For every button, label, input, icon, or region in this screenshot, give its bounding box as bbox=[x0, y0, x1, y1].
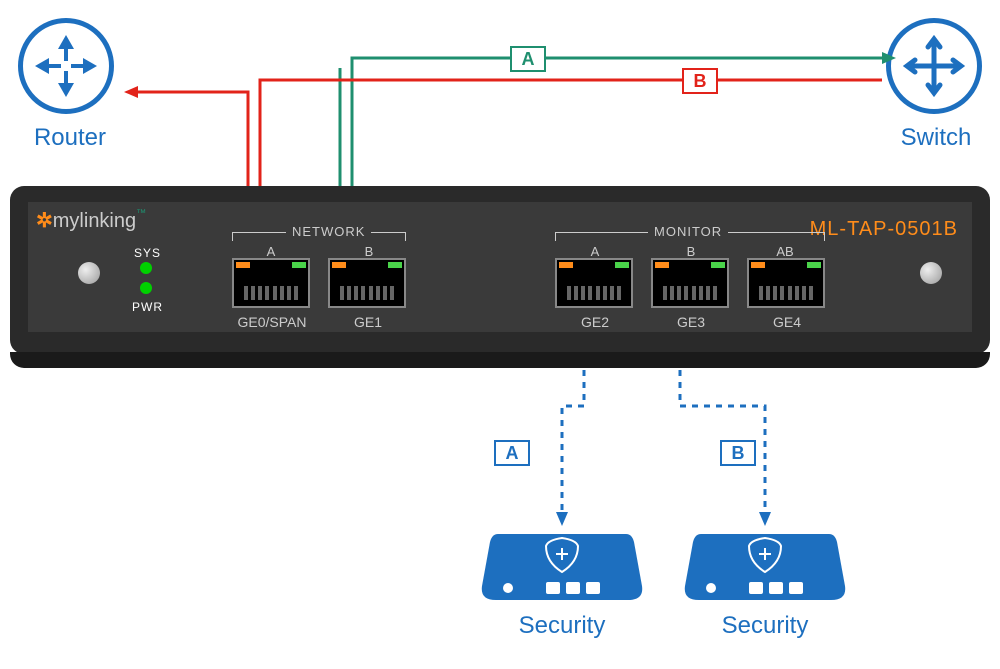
security-a-label: Security bbox=[472, 612, 652, 640]
security-device-b bbox=[681, 524, 849, 619]
diagram-canvas: Router Switch A B bbox=[0, 0, 1000, 669]
monitor-flow-a: A bbox=[494, 440, 530, 466]
security-b-label: Security bbox=[675, 612, 855, 640]
monitor-flow-b: B bbox=[720, 440, 756, 466]
security-device-a bbox=[478, 524, 646, 619]
